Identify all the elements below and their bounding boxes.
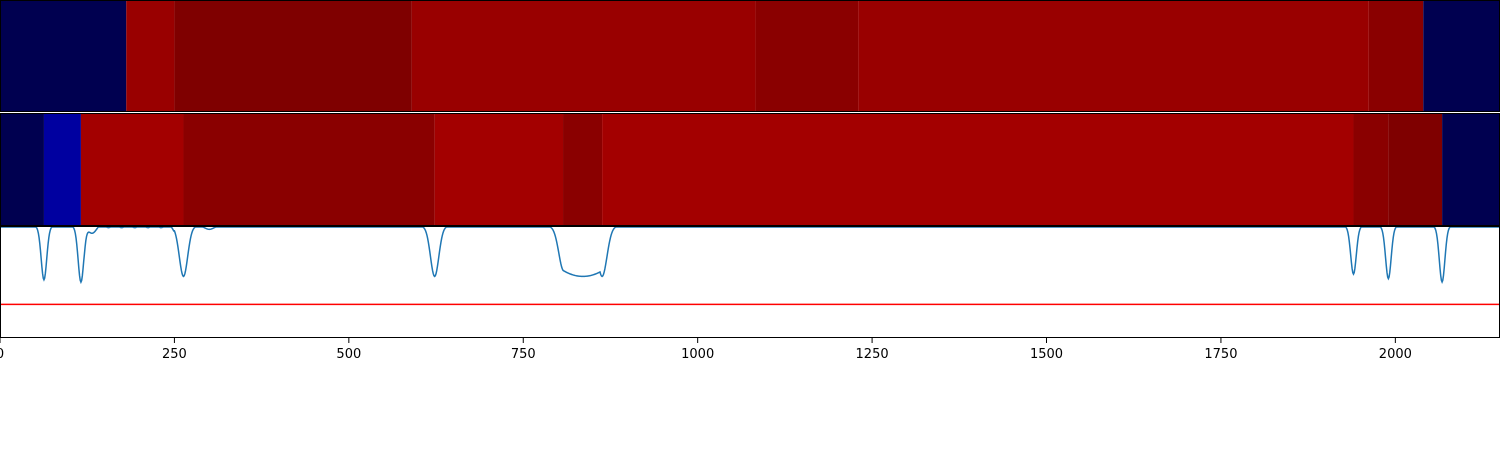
- x-tick-label-1000: 1000: [681, 347, 714, 362]
- x-axis: 0 250 500 750 1000 1250 1500 1750 2000: [0, 338, 1412, 362]
- strip-2-segment-9: [1442, 113, 1500, 226]
- line-panel-frame: [0, 226, 1500, 338]
- x-tick-label-1250: 1250: [856, 347, 889, 362]
- strip-2-segment-1: [43, 113, 81, 226]
- x-tick-label-750: 750: [511, 347, 536, 362]
- strip-1-segment-2: [174, 0, 412, 112]
- x-tick-label-1500: 1500: [1030, 347, 1063, 362]
- strip-2-segment-3: [183, 113, 435, 226]
- strip-1-segment-3: [411, 0, 756, 112]
- heatmap-strip-bottom: [0, 113, 1500, 226]
- strip-1-segment-4: [755, 0, 859, 112]
- strip-2-segment-8: [1388, 113, 1443, 226]
- x-tick-label-0: 0: [0, 347, 4, 362]
- strip-1-segment-1: [126, 0, 175, 112]
- strip-1-segment-0: [0, 0, 127, 112]
- strip-2-segment-7: [1353, 113, 1389, 226]
- strip-1-segment-5: [858, 0, 1369, 112]
- strip-2-segment-0: [0, 113, 44, 226]
- x-tick-label-2000: 2000: [1379, 347, 1412, 362]
- strip-2-segment-4: [434, 113, 564, 226]
- strip-1-segment-7: [1423, 0, 1500, 112]
- x-tick-label-500: 500: [336, 347, 361, 362]
- strip-2-segment-2: [80, 113, 184, 226]
- heatmap-strip-top: [0, 0, 1500, 112]
- strip-1-segment-6: [1368, 0, 1424, 112]
- strip-2-segment-5: [563, 113, 603, 226]
- series-line-signal: [0, 226, 1500, 285]
- x-tick-label-250: 250: [162, 347, 187, 362]
- strip-2-segment-6: [602, 113, 1354, 226]
- x-tick-label-1750: 1750: [1204, 347, 1237, 362]
- line-panel: [0, 226, 1500, 338]
